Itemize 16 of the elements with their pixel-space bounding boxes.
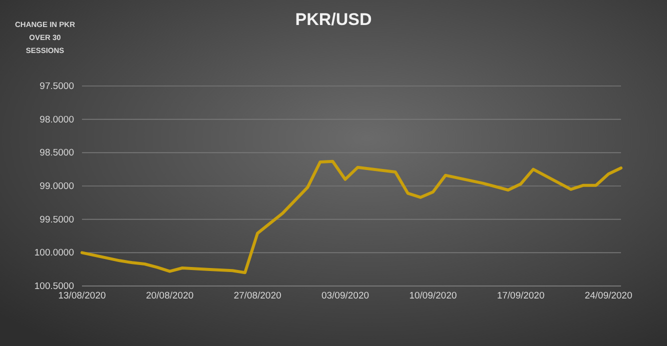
- x-tick-label: 17/09/2020: [496, 290, 544, 302]
- x-tick-label: 03/09/2020: [321, 290, 370, 302]
- y-tick-label: 98.5000: [40, 148, 74, 159]
- chart-title: PKR/USD: [295, 10, 372, 29]
- x-tick-label: 13/08/2020: [58, 290, 106, 302]
- x-tick-label: 10/09/2020: [409, 290, 457, 302]
- y-tick-label: 100.5000: [34, 281, 74, 292]
- x-tick-label: 27/08/2020: [234, 290, 282, 302]
- y-tick-label: 97.5000: [40, 81, 74, 92]
- x-tick-label: 24/09/2020: [584, 290, 632, 302]
- line-series: [80, 160, 622, 274]
- y-tick-label: 100.0000: [34, 248, 74, 259]
- y-tick-label: 99.0000: [40, 181, 74, 192]
- x-tick-label: 20/08/2020: [146, 290, 194, 302]
- y-tick-label: 99.5000: [40, 214, 74, 226]
- y-tick-label: 98.0000: [40, 114, 74, 126]
